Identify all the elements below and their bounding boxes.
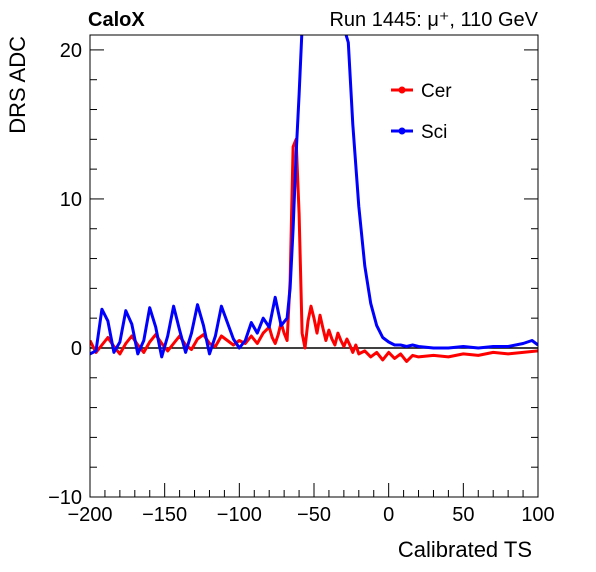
- x-axis-title: Calibrated TS: [398, 537, 532, 562]
- x-tick-label: 50: [452, 504, 474, 526]
- y-tick-label: 0: [71, 338, 82, 360]
- x-tick-label: −150: [142, 504, 187, 526]
- y-tick-label: −10: [48, 487, 82, 509]
- experiment-label: CaloX: [88, 9, 145, 31]
- run-info-label: Run 1445: μ⁺, 110 GeV: [329, 9, 538, 31]
- y-tick-label: 10: [60, 189, 82, 211]
- legend-marker-cer: [398, 86, 406, 94]
- x-tick-label: −100: [217, 504, 262, 526]
- series-layer: [90, 35, 538, 363]
- x-tick-label: −200: [67, 504, 112, 526]
- plot-frame: [89, 34, 539, 498]
- x-tick-label: 100: [521, 504, 554, 526]
- legend: Cer Sci: [391, 81, 452, 143]
- y-tick-label: 20: [60, 40, 82, 62]
- legend-marker-sci: [398, 127, 406, 135]
- legend-label-cer: Cer: [421, 81, 452, 102]
- x-tick-label: −50: [297, 504, 331, 526]
- legend-label-sci: Sci: [421, 122, 447, 143]
- x-tick-label: 0: [383, 504, 394, 526]
- y-axis-title: DRS ADC: [5, 36, 30, 134]
- series-line-sci: [90, 35, 538, 359]
